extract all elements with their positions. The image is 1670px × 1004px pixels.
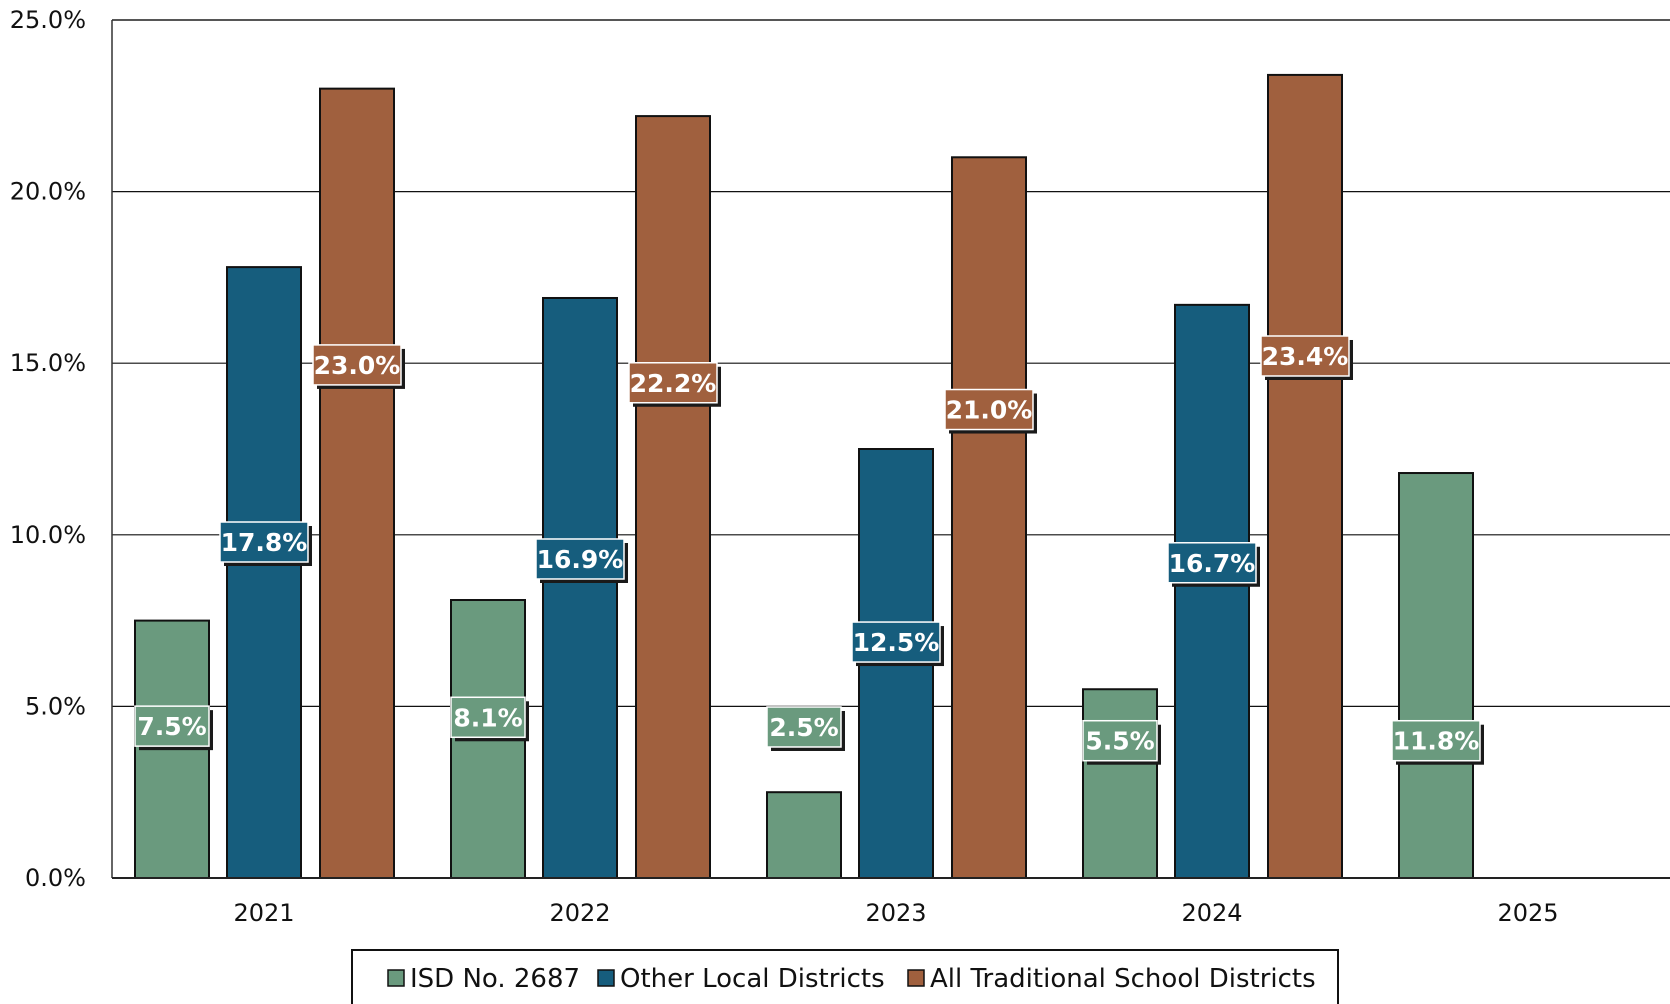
data-label-box [450,696,526,739]
x-tick-label: 2022 [549,899,610,927]
data-label-box [1260,335,1350,377]
bar-all-traditional-school-districts-2023 [951,156,1027,879]
y-tick-label: 25.0% [10,6,86,34]
data-label-box [628,362,718,404]
data-label-other-local-districts-2021: 17.8% [219,521,312,567]
bar-other-local-districts-2024 [1174,303,1250,879]
data-label-box [1391,719,1481,762]
data-label-text: 11.8% [1393,727,1480,756]
y-tick-label: 15.0% [10,349,86,377]
data-label-box [312,344,402,386]
data-label-box [944,388,1034,431]
data-label-box [219,521,309,563]
y-tick-label: 10.0% [10,521,86,549]
data-label-text: 12.5% [853,628,940,657]
data-label-text: 21.0% [946,396,1033,425]
bar-other-local-districts-2021 [226,266,302,879]
data-label-text: 2.5% [769,713,838,742]
bar-other-local-districts-2022 [542,296,618,879]
bar-isd-no-2687-2023 [766,791,842,880]
data-label-isd-no-2687-2024: 5.5% [1082,719,1161,765]
data-label-box [766,706,842,748]
y-tick-label: 5.0% [25,692,86,720]
data-label-text: 8.1% [453,703,522,732]
data-label-isd-no-2687-2022: 8.1% [450,696,529,742]
legend: ISD No. 2687 Other Local Districts All Tra… [351,949,1339,1004]
data-label-other-local-districts-2022: 16.9% [535,538,628,583]
x-tick-label: 2024 [1181,899,1242,927]
bar-isd-no-2687-2025 [1398,472,1474,879]
data-label-text: 23.4% [1262,342,1349,371]
legend-box [351,949,1339,1004]
x-tick-label: 2025 [1497,899,1558,927]
bar-all-traditional-school-districts-2022 [635,115,711,879]
bar-all-traditional-school-districts-2024 [1267,73,1343,880]
legend-swatch-other-local-districts [597,969,615,987]
data-label-isd-no-2687-2021: 7.5% [134,705,213,751]
x-tick-label: 2021 [233,899,294,927]
legend-swatch-isd-no-2687 [387,969,405,987]
data-label-text: 22.2% [630,369,717,398]
data-label-text: 16.9% [537,545,624,574]
data-label-text: 7.5% [137,712,206,741]
data-label-isd-no-2687-2025: 11.8% [1391,719,1484,765]
legend-label-all-traditional-school-districts: All Traditional School Districts [930,964,1316,994]
y-tick-label: 0.0% [25,864,86,892]
data-label-text: 17.8% [221,528,308,557]
legend-swatch-all-traditional-school-districts [907,969,925,987]
data-labels: 7.5% 8.1% 2.5% 5.5% 11.8% 17.8% 16.9% 12.5% 16.7… [134,335,1484,765]
data-label-other-local-districts-2023: 12.5% [851,621,944,667]
data-label-box [134,705,210,747]
bars [134,73,1474,880]
data-label-text: 16.7% [1169,549,1256,578]
data-label-isd-no-2687-2023: 2.5% [766,706,845,751]
x-tick-label: 2023 [865,899,926,927]
axes: 0.0% 5.0% 10.0% 15.0% 20.0% 25.0% 2021 2022 2023… [10,6,1670,927]
data-label-all-traditional-school-districts-2021: 23.0% [312,344,405,389]
data-label-box [1167,542,1257,584]
data-label-all-traditional-school-districts-2022: 22.2% [628,362,721,407]
y-tick-label: 20.0% [10,178,86,206]
data-label-all-traditional-school-districts-2024: 23.4% [1260,335,1353,380]
legend-label-isd-no-2687: ISD No. 2687 [410,964,580,994]
legend-label-other-local-districts: Other Local Districts [620,964,885,994]
data-label-text: 5.5% [1085,727,1154,756]
data-label-box [535,538,625,580]
bar-isd-no-2687-2024 [1082,688,1158,879]
data-label-box [851,621,941,663]
bar-all-traditional-school-districts-2021 [319,87,395,879]
data-label-text: 23.0% [314,351,401,380]
data-label-other-local-districts-2024: 16.7% [1167,542,1260,587]
data-label-box [1082,719,1158,762]
data-label-all-traditional-school-districts-2023: 21.0% [944,388,1037,434]
